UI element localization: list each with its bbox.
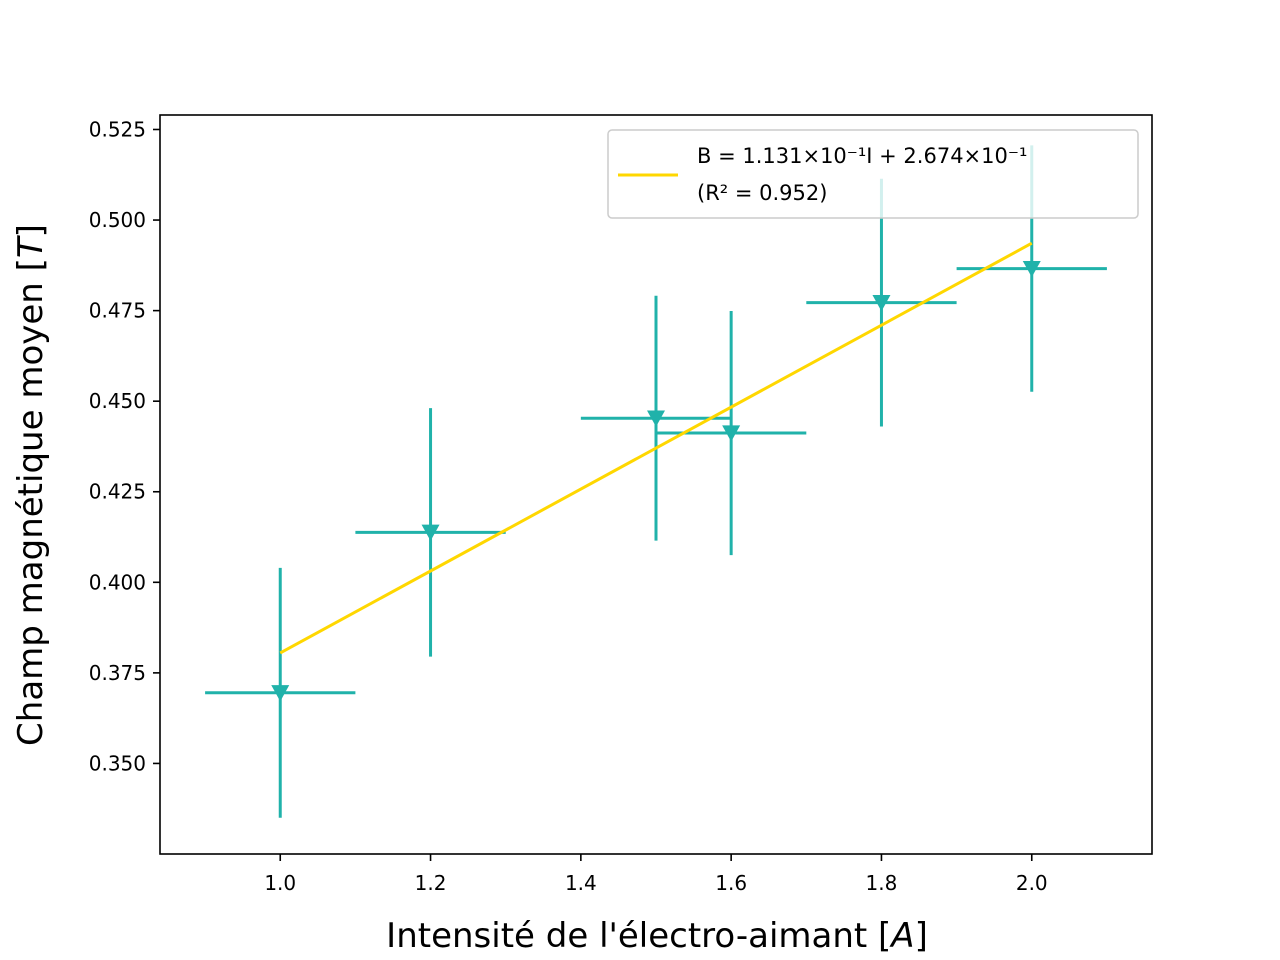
y-tick-label: 0.475 — [89, 299, 146, 323]
legend-equation-label: B = 1.131×10⁻¹I + 2.674×10⁻¹ — [697, 144, 1027, 168]
data-point-marker — [1022, 260, 1041, 278]
x-tick-label: 2.0 — [1016, 871, 1048, 895]
y-tick-label: 0.525 — [89, 117, 146, 141]
legend-r2-label: (R² = 0.952) — [697, 181, 827, 205]
x-axis-title: Intensité de l'électro-aimant [A] — [386, 916, 928, 956]
data-point-group — [355, 408, 506, 657]
legend: B = 1.131×10⁻¹I + 2.674×10⁻¹ (R² = 0.952… — [607, 129, 1139, 219]
x-tick-label: 1.2 — [415, 871, 447, 895]
data-point-group — [205, 567, 356, 818]
data-point-group — [580, 295, 732, 541]
data-point-marker — [271, 685, 290, 702]
y-tick-label: 0.425 — [89, 480, 146, 504]
chart-marks — [205, 145, 1107, 818]
y-tick-label: 0.500 — [89, 208, 146, 232]
y-tick-label: 0.350 — [89, 751, 146, 775]
data-point-marker — [421, 524, 440, 541]
data-point-group — [806, 178, 957, 427]
y-tick-label: 0.400 — [89, 570, 146, 594]
x-tick-label: 1.0 — [264, 871, 296, 895]
legend-box — [607, 129, 1139, 219]
fit-line — [279, 241, 1033, 655]
data-point-marker — [647, 410, 665, 427]
y-axis-title: Champ magnétique moyen [T] — [11, 224, 51, 746]
axis-ticks: 1.0 1.2 1.4 1.6 1.8 2.0 0.350 0.375 0.400 0.425 0.… — [89, 117, 1048, 895]
x-tick-label: 1.4 — [565, 871, 597, 895]
x-tick-label: 1.6 — [715, 871, 747, 895]
data-point-marker — [872, 294, 891, 312]
plot-area-frame — [159, 114, 1153, 855]
y-tick-label: 0.375 — [89, 661, 146, 685]
data-point-marker — [722, 425, 741, 442]
y-tick-label: 0.450 — [89, 389, 146, 413]
x-tick-label: 1.8 — [866, 871, 898, 895]
data-point-group — [656, 310, 807, 556]
